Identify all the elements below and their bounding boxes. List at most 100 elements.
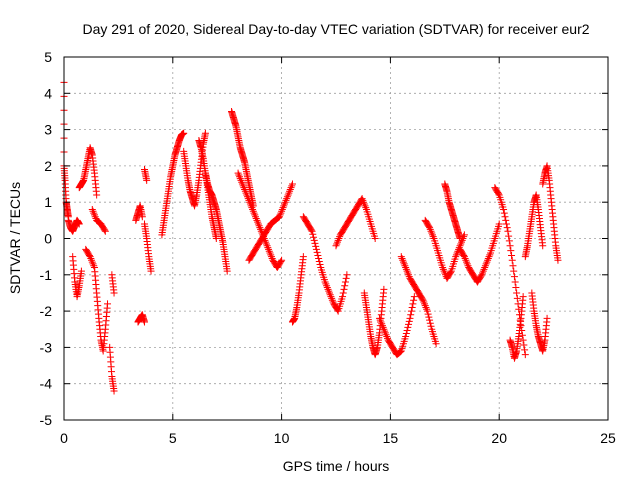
data-point — [479, 269, 487, 277]
data-point — [429, 233, 437, 241]
data-point — [494, 190, 502, 198]
data-point — [278, 207, 286, 215]
data-point — [237, 176, 245, 184]
data-point — [423, 307, 431, 315]
y-tick-label: 2 — [44, 158, 52, 174]
data-point — [420, 300, 428, 308]
data-point — [378, 322, 386, 330]
data-point — [241, 185, 249, 193]
data-point — [238, 180, 246, 188]
data-point — [460, 253, 468, 261]
data-point — [240, 184, 248, 192]
data-point — [500, 209, 508, 217]
data-point — [257, 225, 265, 233]
data-point — [267, 253, 275, 261]
data-point — [244, 195, 252, 203]
data-point — [405, 320, 413, 328]
data-point — [402, 264, 410, 272]
data-point — [500, 205, 508, 213]
data-point — [299, 253, 307, 261]
data-point — [246, 198, 254, 206]
data-point — [104, 300, 112, 308]
data-point — [277, 209, 285, 217]
data-point — [539, 242, 547, 250]
data-point — [323, 282, 331, 290]
data-point — [519, 293, 527, 301]
data-point — [246, 200, 254, 208]
data-point — [485, 253, 493, 261]
data-point — [243, 191, 251, 199]
data-point — [89, 260, 97, 268]
data-point — [519, 336, 527, 344]
data-point — [462, 256, 470, 264]
data-point — [138, 213, 146, 221]
data-point — [484, 256, 492, 264]
data-point — [377, 318, 385, 326]
y-tick-label: -3 — [40, 339, 53, 355]
data-point — [85, 251, 93, 259]
data-point — [397, 253, 405, 261]
x-tick-label: 15 — [383, 430, 399, 446]
data-point — [253, 216, 261, 224]
data-point — [362, 204, 370, 212]
data-point — [262, 240, 270, 248]
data-point — [361, 202, 369, 210]
data-point — [381, 327, 389, 335]
data-point — [343, 271, 351, 279]
y-tick-label: -2 — [40, 303, 53, 319]
data-point — [376, 314, 384, 322]
data-point — [543, 314, 551, 322]
data-point — [511, 278, 519, 286]
data-point — [277, 257, 285, 265]
data-point — [264, 244, 272, 252]
data-point — [460, 251, 468, 259]
data-point — [254, 218, 262, 226]
data-point — [143, 176, 151, 184]
data-point — [321, 278, 329, 286]
data-point — [358, 195, 366, 203]
data-point — [250, 209, 258, 217]
data-point — [244, 193, 252, 201]
data-point — [510, 273, 518, 281]
data-point — [381, 329, 389, 337]
data-point — [328, 296, 336, 304]
data-point — [265, 245, 273, 253]
y-axis-label: SDTVAR / TECUs — [7, 182, 23, 294]
data-point — [404, 269, 412, 277]
data-point — [310, 233, 318, 241]
data-point — [518, 331, 526, 339]
data-point — [325, 287, 333, 295]
data-point — [452, 253, 460, 261]
data-point — [441, 269, 449, 277]
data-point — [380, 285, 388, 293]
data-point — [495, 220, 503, 228]
data-point — [267, 251, 275, 259]
data-point — [432, 340, 440, 348]
data-point — [266, 249, 274, 257]
data-point — [309, 230, 317, 238]
data-point — [335, 235, 343, 242]
x-axis-label: GPS time / hours — [283, 458, 390, 474]
data-point — [265, 247, 273, 255]
data-point — [328, 294, 336, 302]
y-tick-label: 5 — [44, 49, 52, 65]
data-point — [252, 215, 260, 223]
data-point — [245, 196, 253, 204]
data-point — [508, 256, 516, 264]
data-point — [315, 257, 323, 265]
data-point — [311, 239, 319, 247]
data-point — [479, 267, 487, 275]
data-point — [278, 256, 286, 264]
data-point — [482, 260, 490, 268]
data-point — [324, 285, 332, 293]
data-point — [426, 319, 434, 327]
data-point — [89, 207, 97, 215]
data-point — [505, 237, 513, 245]
y-tick-label: -5 — [40, 412, 53, 428]
data-point — [371, 235, 379, 242]
data-point — [359, 196, 367, 204]
y-tick-label: -4 — [40, 376, 53, 392]
data-point — [326, 291, 334, 299]
data-point — [93, 191, 101, 199]
data-point — [405, 273, 413, 281]
